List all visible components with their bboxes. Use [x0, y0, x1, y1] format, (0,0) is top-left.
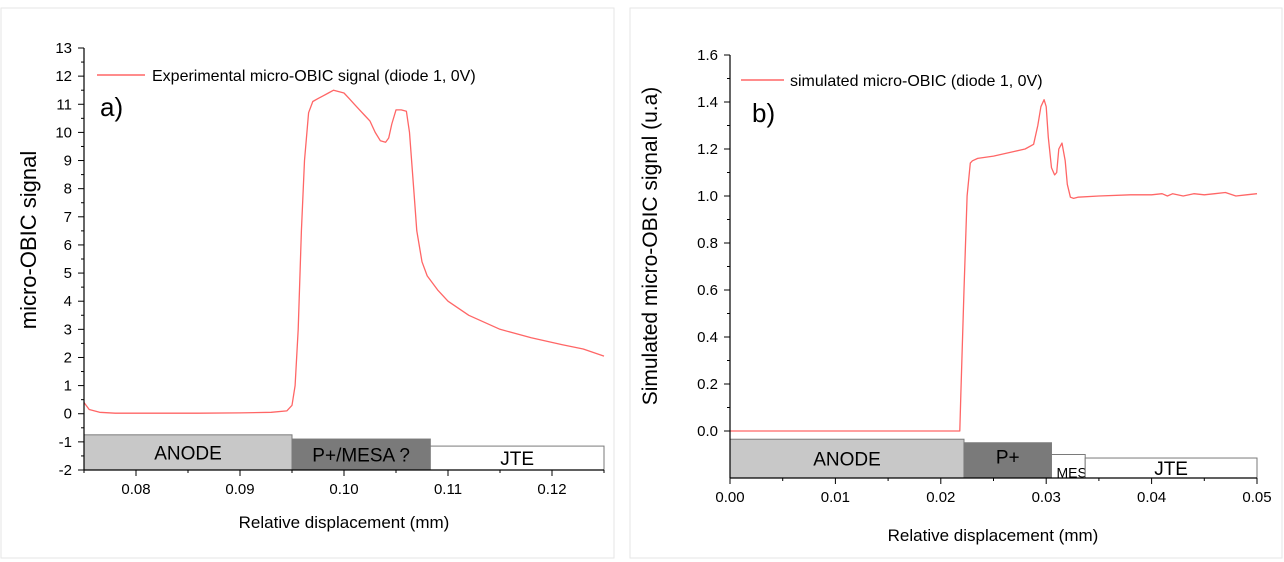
chart-a-y-tick-label: 1	[64, 378, 72, 395]
chart-a-y-tick-label: 13	[55, 40, 72, 57]
chart-a-x-tick-label: 0.10	[329, 481, 358, 498]
chart-b-y-tick-label: 1.2	[697, 141, 718, 158]
chart-a-y-tick-label: 10	[55, 124, 72, 141]
chart-a-y-tick-label: 2	[64, 349, 72, 366]
chart-b-x-tick-label: 0.05	[1242, 489, 1271, 506]
chart-a-legend-label: Experimental micro-OBIC signal (diode 1,…	[152, 68, 476, 85]
chart-a-y-tick-label: 5	[64, 265, 72, 282]
panel-a-frame	[0, 7, 615, 559]
chart-b-y-tick-label: 1.6	[697, 47, 718, 64]
chart-a-y-tick-label: 8	[64, 181, 72, 198]
chart-b-y-tick-label: 0.6	[697, 282, 718, 299]
chart-b-x-tick-label: 0.00	[715, 489, 744, 506]
chart-b-y-tick-label: 1.4	[697, 94, 718, 111]
chart-b-x-tick-label: 0.02	[926, 489, 955, 506]
chart-a-x-tick-label: 0.08	[121, 481, 150, 498]
chart-b-region-label: ANODE	[813, 450, 881, 471]
chart-a-region-label: P+/MESA ?	[312, 446, 410, 467]
chart-a-x-tick-label: 0.09	[225, 481, 254, 498]
chart-a-y-tick-label: 12	[55, 68, 72, 85]
chart-a-y-tick-label: 0	[64, 406, 72, 423]
chart-a-y-tick-label: 3	[64, 321, 72, 338]
chart-a-x-tick-label: 0.12	[537, 481, 566, 498]
chart-a-y-tick-label: 9	[64, 153, 72, 170]
chart-a-x-tick-label: 0.11	[434, 481, 462, 498]
chart-b-panel-label: b)	[752, 98, 775, 128]
chart-b-x-tick-label: 0.03	[1032, 489, 1061, 506]
chart-b-y-tick-label: 0.8	[697, 235, 718, 252]
chart-a-y-tick-label: 11	[56, 96, 72, 113]
chart-a-y-tick-label: 7	[64, 209, 72, 226]
chart-b-y-tick-label: 0.0	[697, 423, 718, 440]
chart-b-y-axis-title: Simulated micro-OBIC signal (u.a)	[639, 87, 662, 406]
chart-b-y-tick-label: 0.4	[697, 329, 718, 346]
chart-a-panel-label: a)	[100, 92, 123, 122]
chart-a-y-tick-label: -1	[59, 434, 72, 451]
panel-b-frame	[629, 7, 1283, 559]
chart-b-region-anode	[729, 438, 965, 479]
chart-b-x-tick-label: 0.04	[1137, 489, 1166, 506]
chart-a-region-label: ANODE	[154, 443, 222, 464]
chart-b-y-tick-label: 1.0	[697, 188, 718, 205]
chart-a-y-axis-title: micro-OBIC signal	[16, 151, 41, 329]
chart-a-y-tick-label: -2	[59, 462, 72, 479]
chart-a-y-tick-label: 6	[64, 237, 72, 254]
chart-b-x-axis-title: Relative displacement (mm)	[888, 526, 1099, 545]
chart-b-region-p	[963, 442, 1052, 479]
chart-b-x-tick-label: 0.01	[821, 489, 850, 506]
chart-b-region-label: P+	[996, 447, 1020, 468]
chart-a-series-line	[83, 89, 605, 414]
chart-a-region-label: JTE	[500, 449, 534, 470]
chart-a: Relative displacement (mm) micro-OBIC si…	[16, 40, 605, 532]
chart-b-y-tick-label: 0.2	[697, 376, 718, 393]
chart-b-legend-label: simulated micro-OBIC (diode 1, 0V)	[790, 73, 1043, 90]
chart-b-series-line	[730, 99, 1258, 432]
chart-b: Relative displacement (mm) Simulated mic…	[639, 47, 1272, 545]
chart-b-region-label: JTE	[1154, 459, 1188, 480]
chart-a-y-tick-label: 4	[64, 293, 72, 310]
chart-a-x-axis-title: Relative displacement (mm)	[239, 513, 450, 532]
